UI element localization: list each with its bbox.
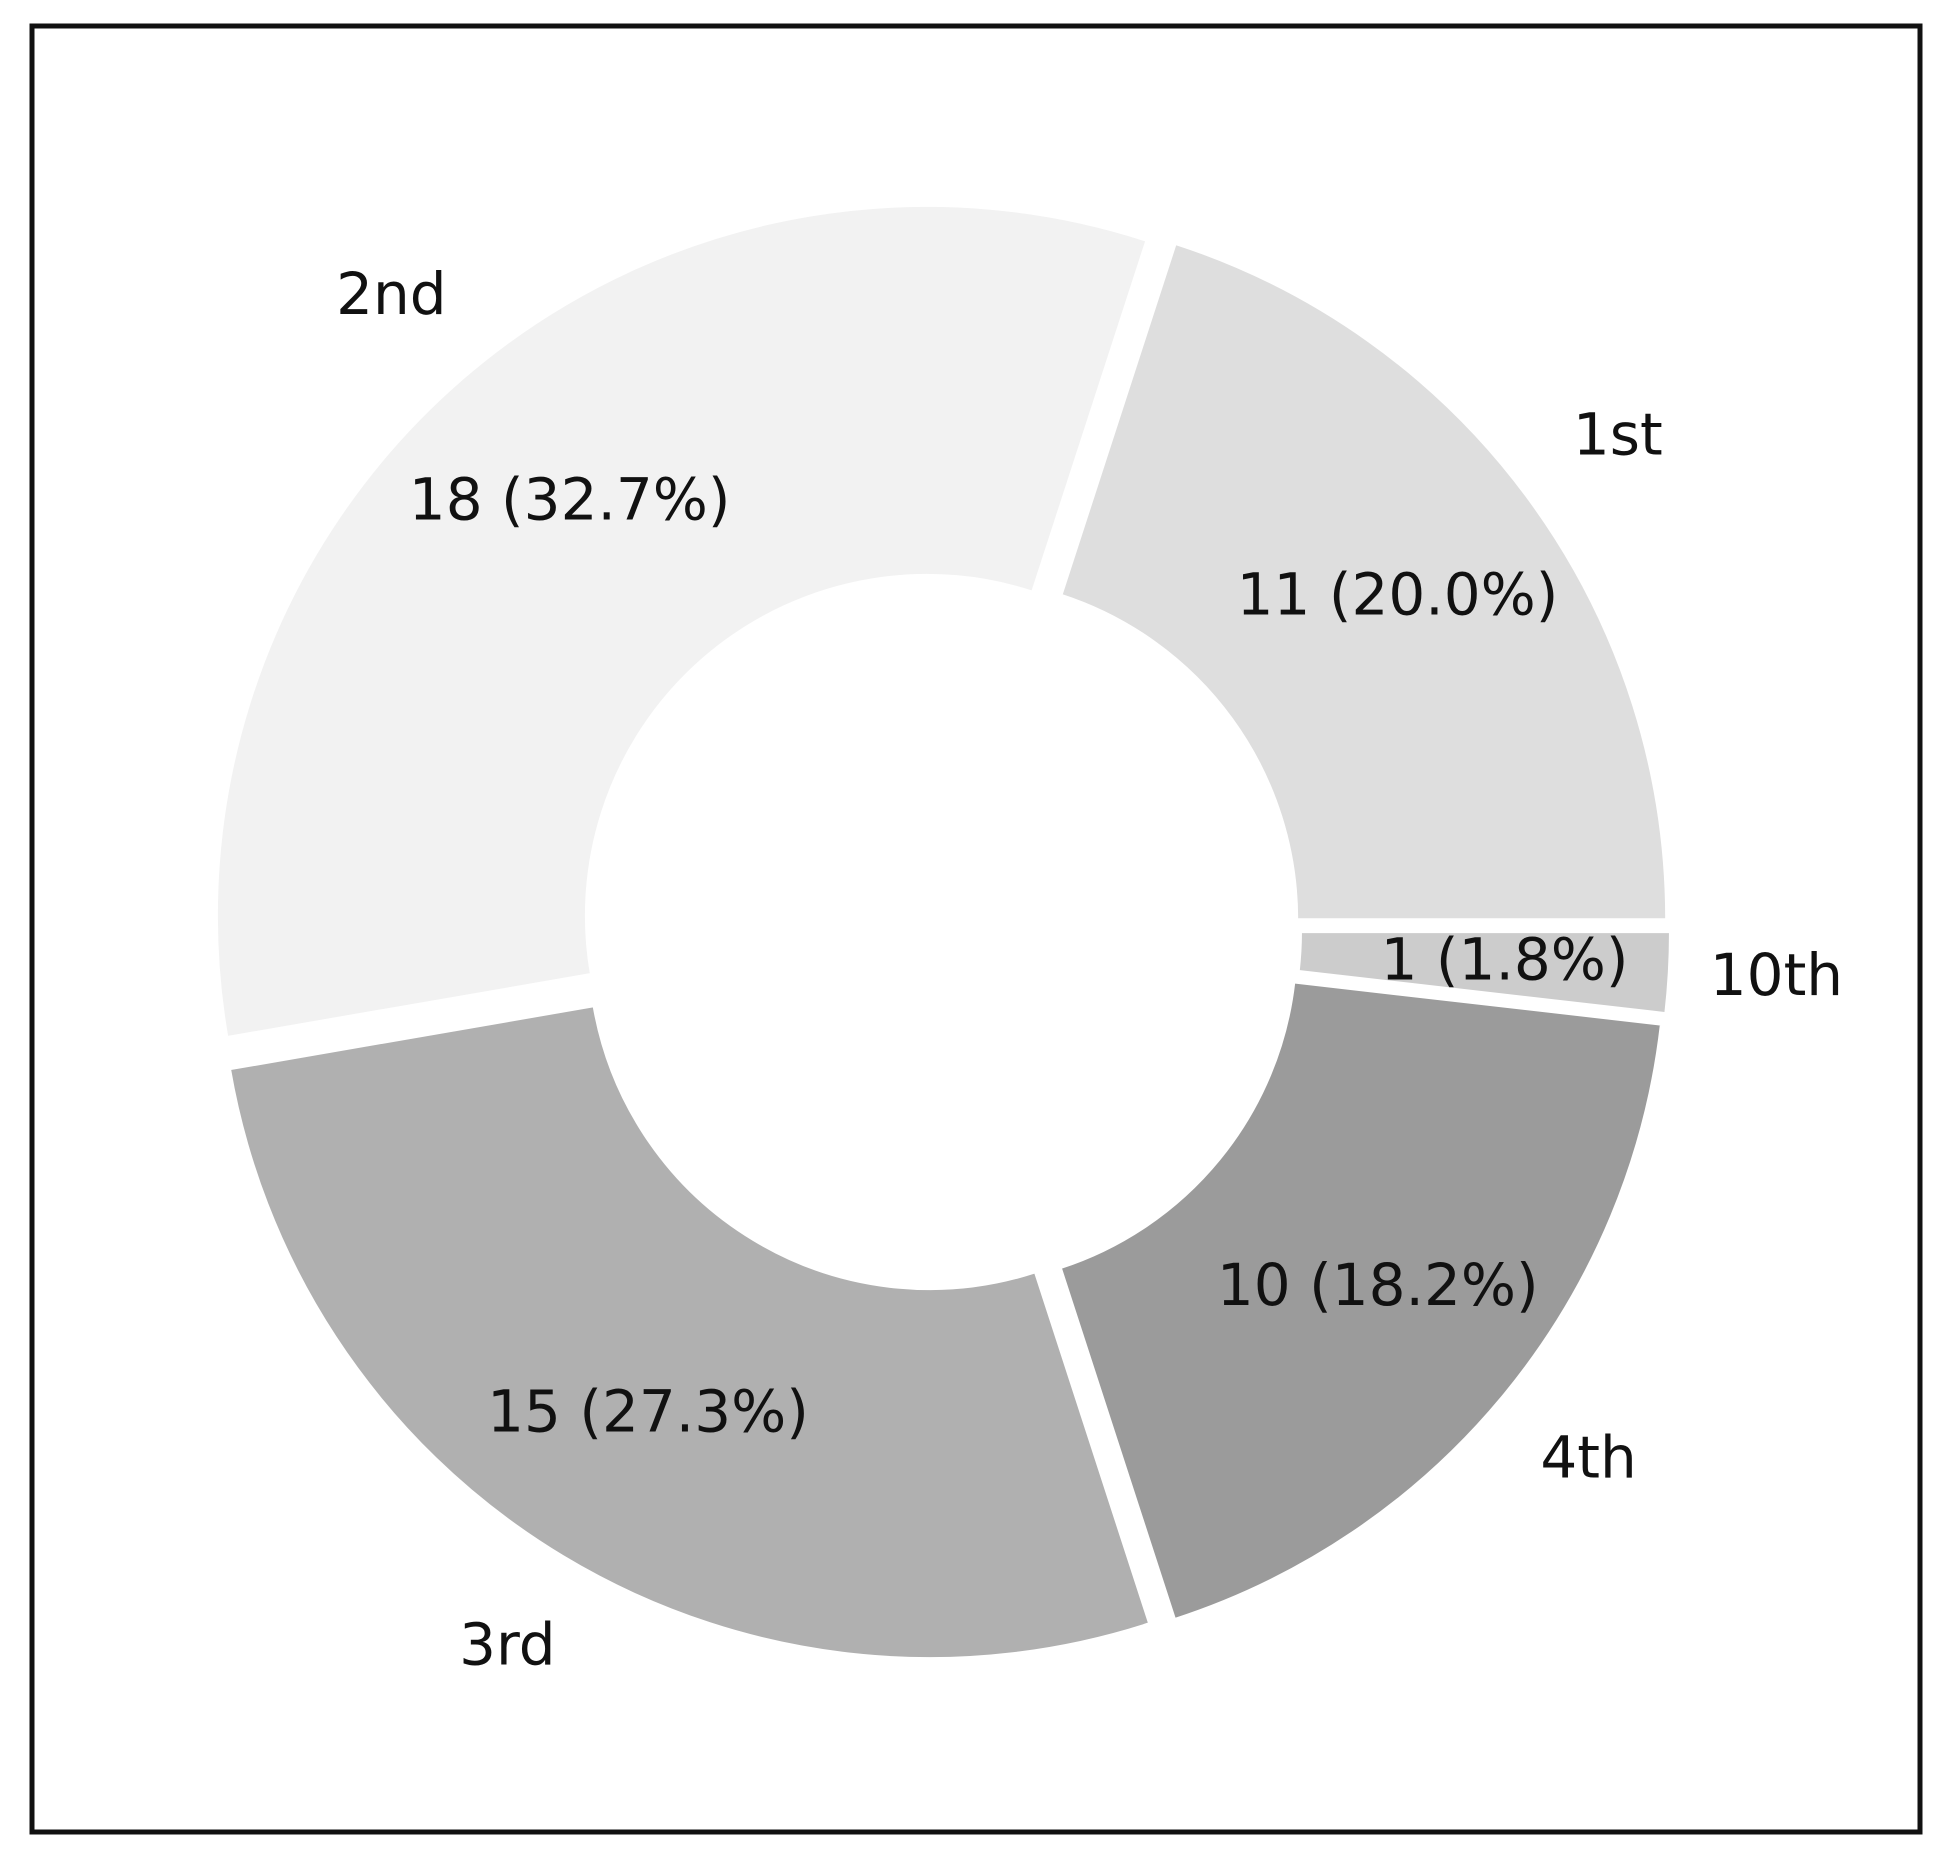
category-label: 3rd: [459, 1611, 556, 1679]
category-label: 2nd: [336, 260, 446, 328]
slice: [215, 204, 1148, 1039]
value-label: 10 (18.2%): [1217, 1251, 1539, 1319]
category-label: 4th: [1540, 1423, 1636, 1491]
slice: [1060, 242, 1668, 921]
slice: [1059, 981, 1662, 1621]
slice: [1297, 931, 1671, 1015]
slice: [228, 1005, 1151, 1660]
value-label: 15 (27.3%): [487, 1377, 809, 1445]
value-label: 18 (32.7%): [409, 466, 731, 534]
category-label: 10th: [1710, 941, 1843, 1009]
value-label: 1 (1.8%): [1381, 925, 1629, 993]
category-label: 1st: [1573, 401, 1663, 469]
value-label: 11 (20.0%): [1237, 561, 1559, 629]
